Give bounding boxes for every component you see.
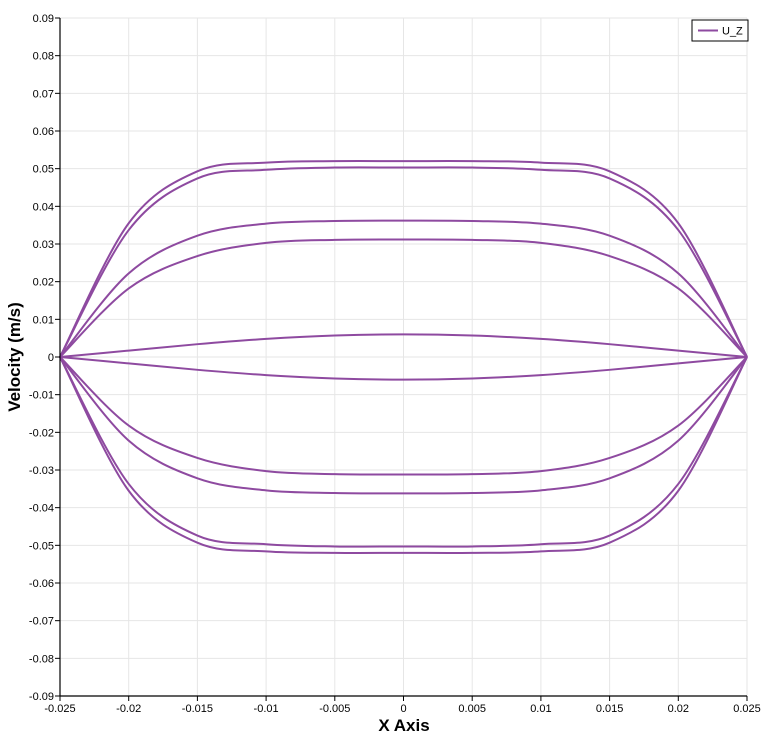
y-tick-label: -0.05 — [29, 540, 54, 552]
x-tick-label: 0.015 — [596, 703, 624, 715]
y-tick-label: 0.04 — [33, 201, 54, 213]
x-tick-label: 0.005 — [458, 703, 486, 715]
series-line-9 — [59, 356, 748, 548]
y-tick-label: 0.09 — [33, 13, 54, 25]
y-tick-label: -0.01 — [29, 390, 54, 402]
series-line-10 — [59, 356, 748, 554]
series-line-6 — [59, 356, 748, 381]
y-tick-label: 0.03 — [33, 239, 54, 251]
y-tick-label: -0.08 — [29, 653, 54, 665]
y-tick-label: 0.02 — [33, 277, 54, 289]
y-tick-label: 0.07 — [33, 88, 54, 100]
series-line-8 — [59, 356, 748, 495]
legend-box — [691, 19, 749, 42]
series-line-2 — [59, 166, 748, 358]
y-axis-ticks: 0.09 0.08 0.07 0.06 0.05 0.04 0.03 0.02 0.01 0 -0.… — [29, 13, 60, 703]
series-lines — [59, 160, 748, 554]
x-axis-title: X Axis — [378, 716, 429, 735]
y-tick-label: -0.06 — [29, 578, 54, 590]
series-line-5 — [59, 333, 748, 358]
grid — [59, 17, 748, 697]
x-tick-label: -0.025 — [44, 703, 75, 715]
y-axis-title: Velocity (m/s) — [5, 302, 24, 412]
x-tick-label: 0.02 — [668, 703, 689, 715]
y-tick-label: -0.07 — [29, 616, 54, 628]
x-tick-label: 0 — [400, 703, 406, 715]
x-tick-label: -0.02 — [116, 703, 141, 715]
y-tick-label: 0.05 — [33, 164, 54, 176]
series-line-7 — [59, 356, 748, 476]
series-line-1 — [59, 160, 748, 358]
y-tick-label: 0 — [48, 352, 54, 364]
x-tick-label: -0.005 — [319, 703, 350, 715]
x-tick-label: 0.025 — [733, 703, 761, 715]
y-tick-label: 0.08 — [33, 51, 54, 63]
x-tick-label: 0.01 — [530, 703, 551, 715]
legend-label: U_Z — [722, 26, 743, 38]
legend: U_Z — [691, 19, 749, 42]
x-tick-label: -0.01 — [254, 703, 279, 715]
y-tick-label: -0.02 — [29, 427, 54, 439]
x-axis-ticks: -0.025 -0.02 -0.015 -0.01 -0.005 0 0.005 0.01 0.… — [44, 696, 761, 715]
y-tick-label: -0.09 — [29, 691, 54, 703]
y-tick-label: -0.04 — [29, 503, 54, 515]
series-line-3 — [59, 219, 748, 358]
x-tick-label: -0.015 — [182, 703, 213, 715]
y-tick-label: 0.01 — [33, 314, 54, 326]
y-tick-label: -0.03 — [29, 465, 54, 477]
y-tick-label: 0.06 — [33, 126, 54, 138]
series-line-4 — [59, 238, 748, 358]
